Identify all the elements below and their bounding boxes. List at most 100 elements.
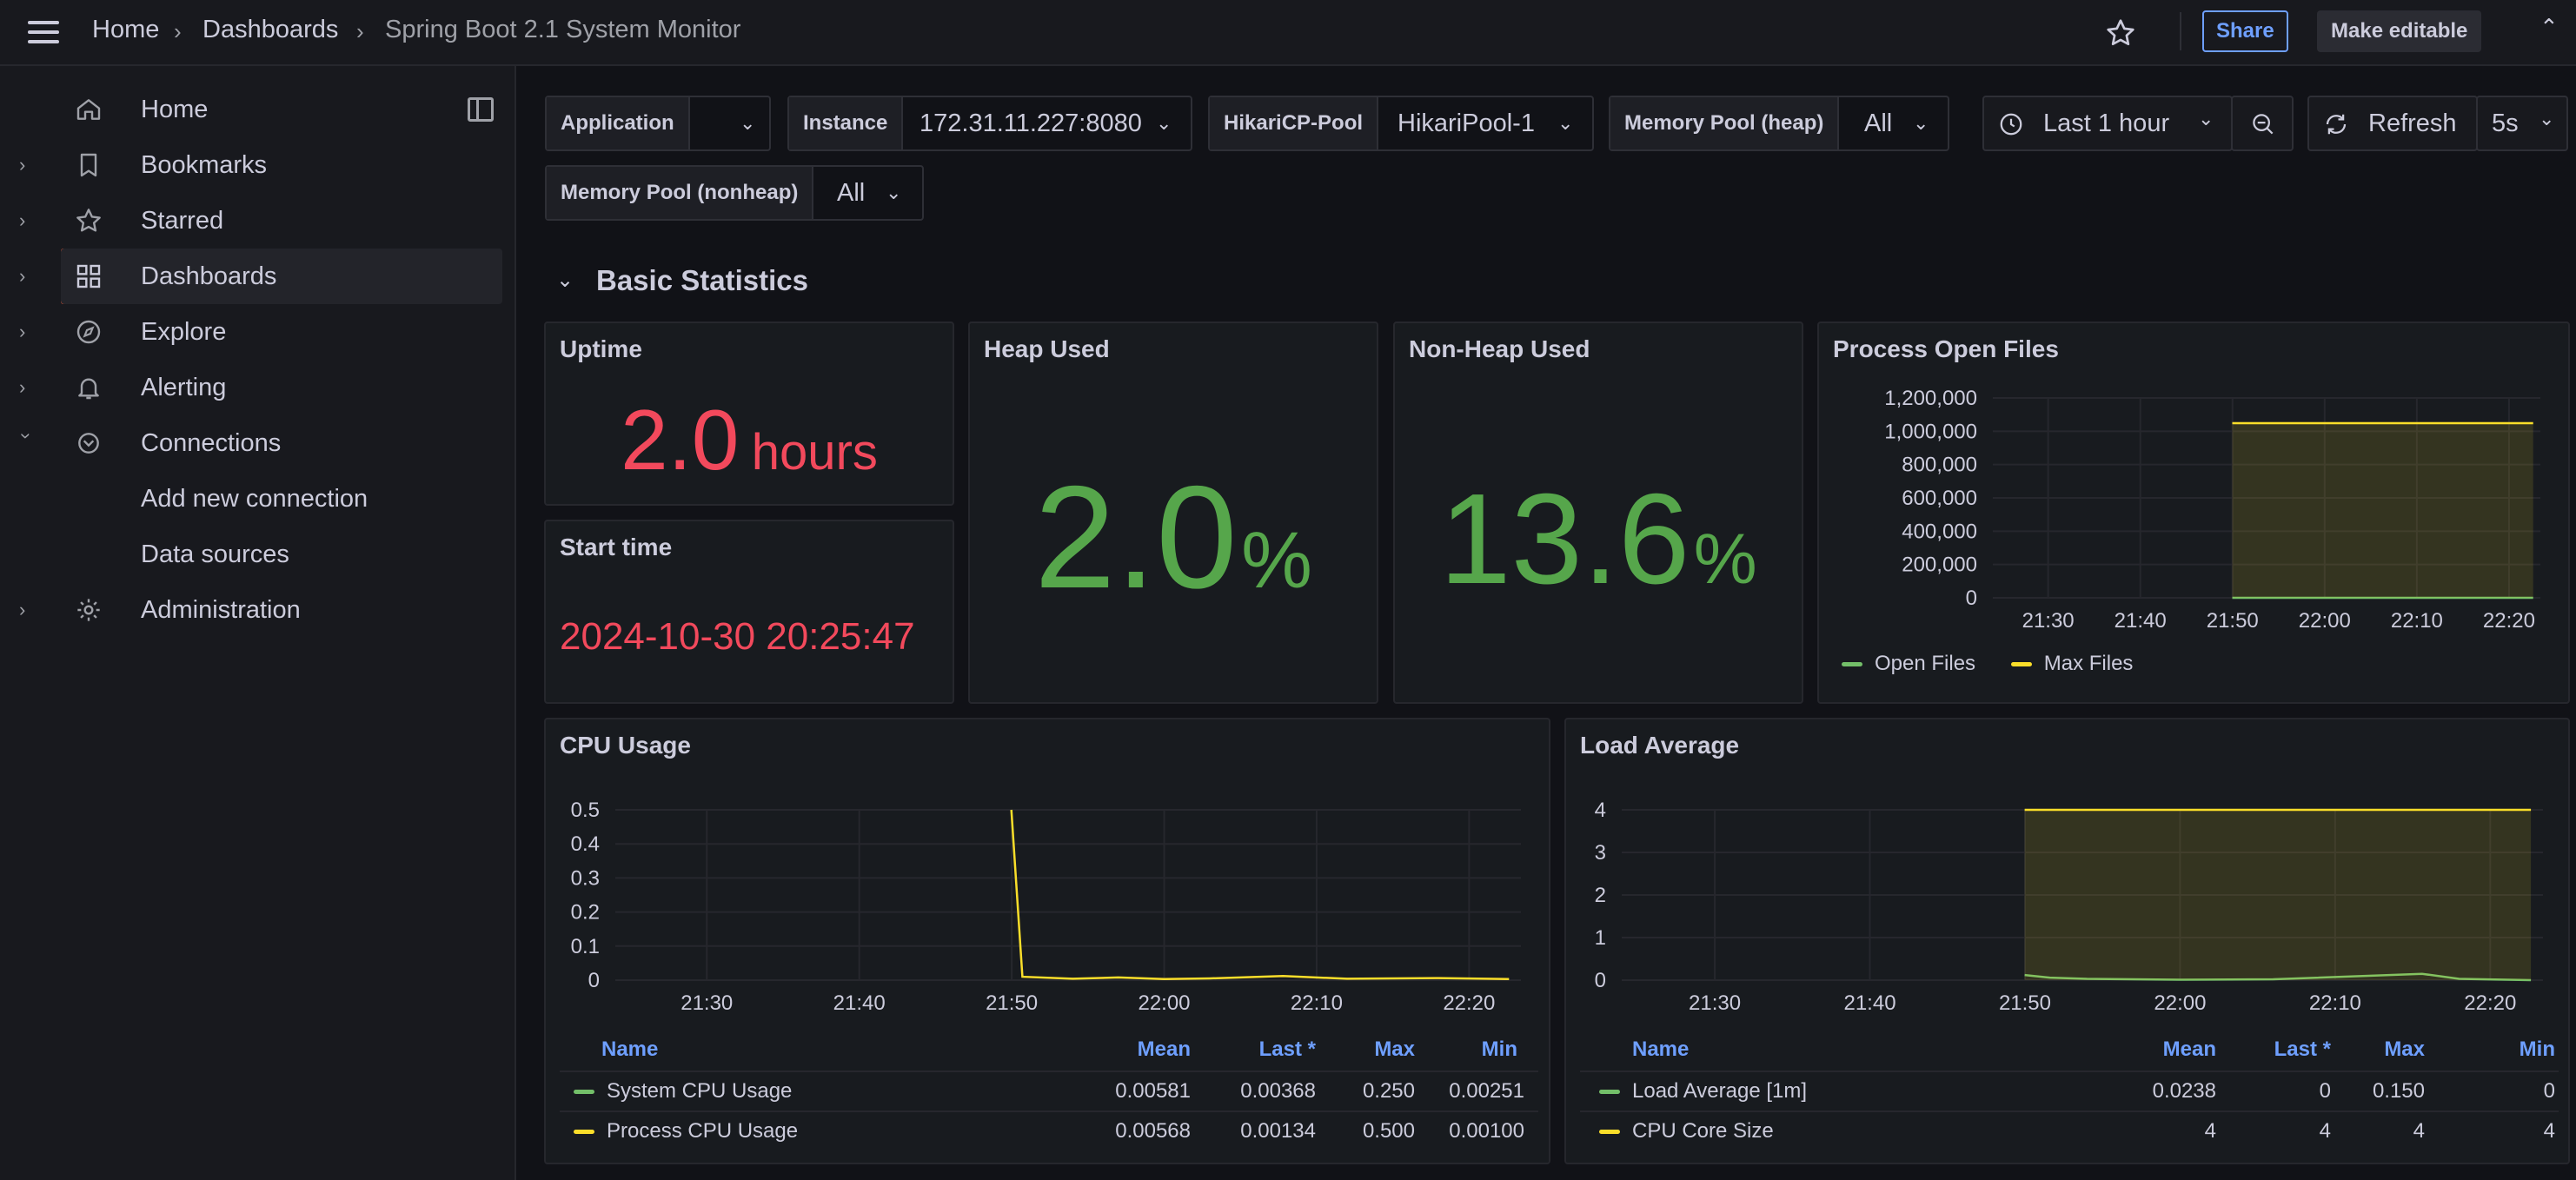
legend-item-open-files[interactable]: Open Files xyxy=(1842,652,1975,675)
series-name: CPU Core Size xyxy=(1632,1119,1774,1143)
chevron-down-icon[interactable]: ⌄ xyxy=(1913,112,1929,134)
sidebar-item-alerting[interactable]: › Alerting xyxy=(0,360,516,415)
load-average-legend-table: Name Mean Last * Max Min Load Average [1… xyxy=(1580,1031,2559,1161)
column-header-last[interactable]: Last * xyxy=(2274,1037,2331,1061)
refresh-interval-picker[interactable]: 5s ⌄ xyxy=(2476,96,2568,151)
y-tick-label: 0.2 xyxy=(571,901,600,925)
y-tick-label: 800,000 xyxy=(1902,454,1977,477)
star-icon[interactable] xyxy=(2105,17,2136,49)
dock-menu-icon[interactable] xyxy=(468,97,494,122)
table-row[interactable]: System CPU Usage xyxy=(574,1079,792,1104)
breadcrumb-dashboards[interactable]: Dashboards xyxy=(202,16,339,43)
chevron-down-icon[interactable]: ⌄ xyxy=(1156,112,1172,134)
chevron-down-icon[interactable]: ⌄ xyxy=(740,112,756,134)
column-header-min[interactable]: Min xyxy=(2519,1037,2555,1061)
variable-label: HikariCP-Pool xyxy=(1210,97,1379,149)
variable-value: All xyxy=(1864,109,1893,137)
variable-application[interactable]: Application ⌄ xyxy=(545,96,771,151)
row-collapse-chevron-icon[interactable]: ⌄ xyxy=(556,268,574,292)
y-tick-label: 0.5 xyxy=(571,799,600,822)
chevron-right-icon[interactable]: › xyxy=(19,154,26,176)
dashboards-grid-icon xyxy=(76,264,101,288)
x-tick-label: 21:50 xyxy=(1999,991,2051,1015)
panel-start-time[interactable]: Start time 2024-10-30 20:25:47 xyxy=(544,520,954,704)
column-header-mean[interactable]: Mean xyxy=(1137,1037,1191,1061)
heap-used-stat: 2.0 % xyxy=(970,454,1377,621)
y-tick-label: 600,000 xyxy=(1902,487,1977,510)
refresh-button[interactable]: Refresh xyxy=(2307,96,2478,151)
legend-item-max-files[interactable]: Max Files xyxy=(2010,652,2133,675)
sidebar-item-starred[interactable]: › Starred xyxy=(0,193,516,249)
column-header-last[interactable]: Last * xyxy=(1258,1037,1316,1061)
chevron-right-icon[interactable]: › xyxy=(19,265,26,287)
series-last: 4 xyxy=(2319,1119,2331,1143)
non-heap-used-stat: 13.6 % xyxy=(1395,466,1802,613)
table-row[interactable]: Process CPU Usage xyxy=(574,1119,798,1144)
series-min: 0 xyxy=(2543,1079,2555,1103)
collapse-chevron-icon[interactable]: ⌃ xyxy=(2539,14,2559,40)
panel-cpu-usage[interactable]: CPU Usage 0 0.1 0.2 0.3 0.4 0.5 21:30 21:40 21:5… xyxy=(544,718,1550,1164)
sidebar-item-bookmarks[interactable]: › Bookmarks xyxy=(0,137,516,193)
column-header-name[interactable]: Name xyxy=(1632,1037,1690,1061)
panel-title: Process Open Files xyxy=(1833,335,2059,362)
x-tick-label: 21:30 xyxy=(681,991,733,1015)
series-max: 0.250 xyxy=(1362,1079,1415,1103)
x-tick-label: 21:40 xyxy=(833,991,886,1015)
row-title[interactable]: Basic Statistics xyxy=(596,264,808,296)
chevron-right-icon[interactable]: › xyxy=(19,376,26,398)
share-button[interactable]: Share xyxy=(2202,10,2288,52)
make-editable-button[interactable]: Make editable xyxy=(2317,10,2482,52)
variable-hikaricp-pool[interactable]: HikariCP-Pool HikariPool-1 ⌄ xyxy=(1208,96,1594,151)
variable-label: Application xyxy=(547,97,690,149)
column-header-max[interactable]: Max xyxy=(2384,1037,2425,1061)
sidebar-item-explore[interactable]: › Explore xyxy=(0,304,516,360)
sidebar-item-connections[interactable]: › Connections xyxy=(0,415,516,471)
series-last: 0 xyxy=(2319,1079,2331,1103)
sidebar-item-home[interactable]: Home xyxy=(0,82,516,137)
series-line xyxy=(1010,809,1510,981)
zoom-out-icon xyxy=(2253,114,2274,135)
chevron-right-icon[interactable]: › xyxy=(19,209,26,231)
sidebar-item-data-sources[interactable]: Data sources xyxy=(0,527,516,582)
chevron-down-icon[interactable]: ⌄ xyxy=(886,182,902,203)
table-divider xyxy=(560,1071,1538,1072)
chevron-down-icon[interactable]: › xyxy=(16,433,37,440)
sidebar-item-add-new-connection[interactable]: Add new connection xyxy=(0,471,516,527)
panel-non-heap-used[interactable]: Non-Heap Used 13.6 % xyxy=(1393,322,1803,704)
chevron-down-icon[interactable]: ⌄ xyxy=(1557,112,1574,134)
y-tick-label: 1 xyxy=(1595,926,1606,950)
panel-title: Non-Heap Used xyxy=(1409,335,1590,362)
panel-process-open-files[interactable]: Process Open Files 0 200,000 400,000 600,00… xyxy=(1817,322,2570,704)
column-header-mean[interactable]: Mean xyxy=(2162,1037,2216,1061)
time-range-picker[interactable]: Last 1 hour ⌄ xyxy=(1982,96,2233,151)
variable-memory-pool-heap[interactable]: Memory Pool (heap) All ⌄ xyxy=(1609,96,1949,151)
column-header-max[interactable]: Max xyxy=(1374,1037,1415,1061)
x-tick-label: 21:50 xyxy=(986,991,1038,1015)
series-color-swatch xyxy=(574,1090,594,1095)
uptime-stat: 2.0 hours xyxy=(546,391,953,489)
breadcrumb-home[interactable]: Home xyxy=(92,16,160,43)
x-tick-label: 22:20 xyxy=(2464,991,2516,1015)
chevron-right-icon[interactable]: › xyxy=(19,599,26,620)
variable-instance[interactable]: Instance 172.31.11.227:8080 ⌄ xyxy=(787,96,1192,151)
sidebar-item-label: Home xyxy=(141,96,209,123)
variable-memory-pool-nonheap[interactable]: Memory Pool (nonheap) All ⌄ xyxy=(545,165,924,221)
column-header-min[interactable]: Min xyxy=(1481,1037,1517,1061)
series-mean: 0.00581 xyxy=(1115,1079,1191,1103)
sidebar-item-label: Bookmarks xyxy=(141,151,268,179)
zoom-out-button[interactable] xyxy=(2231,96,2294,151)
panel-heap-used[interactable]: Heap Used 2.0 % xyxy=(968,322,1378,704)
panel-load-average[interactable]: Load Average 0 1 2 3 4 21:30 21:40 21:50 22:00 22… xyxy=(1564,718,2570,1164)
sidebar-item-dashboards[interactable]: Dashboards xyxy=(61,249,502,304)
panel-uptime[interactable]: Uptime 2.0 hours xyxy=(544,322,954,506)
panel-title: Load Average xyxy=(1580,732,1740,759)
table-row[interactable]: Load Average [1m] xyxy=(1599,1079,1807,1104)
column-header-name[interactable]: Name xyxy=(601,1037,659,1061)
table-row[interactable]: CPU Core Size xyxy=(1599,1119,1774,1144)
sidebar-item-administration[interactable]: › Administration xyxy=(0,582,516,638)
menu-icon[interactable] xyxy=(24,19,63,47)
heap-used-value: 2.0 xyxy=(1034,455,1238,619)
chevron-right-icon[interactable]: › xyxy=(19,321,26,342)
refresh-label: Refresh xyxy=(2368,109,2457,137)
y-tick-label: 0.3 xyxy=(571,866,600,890)
